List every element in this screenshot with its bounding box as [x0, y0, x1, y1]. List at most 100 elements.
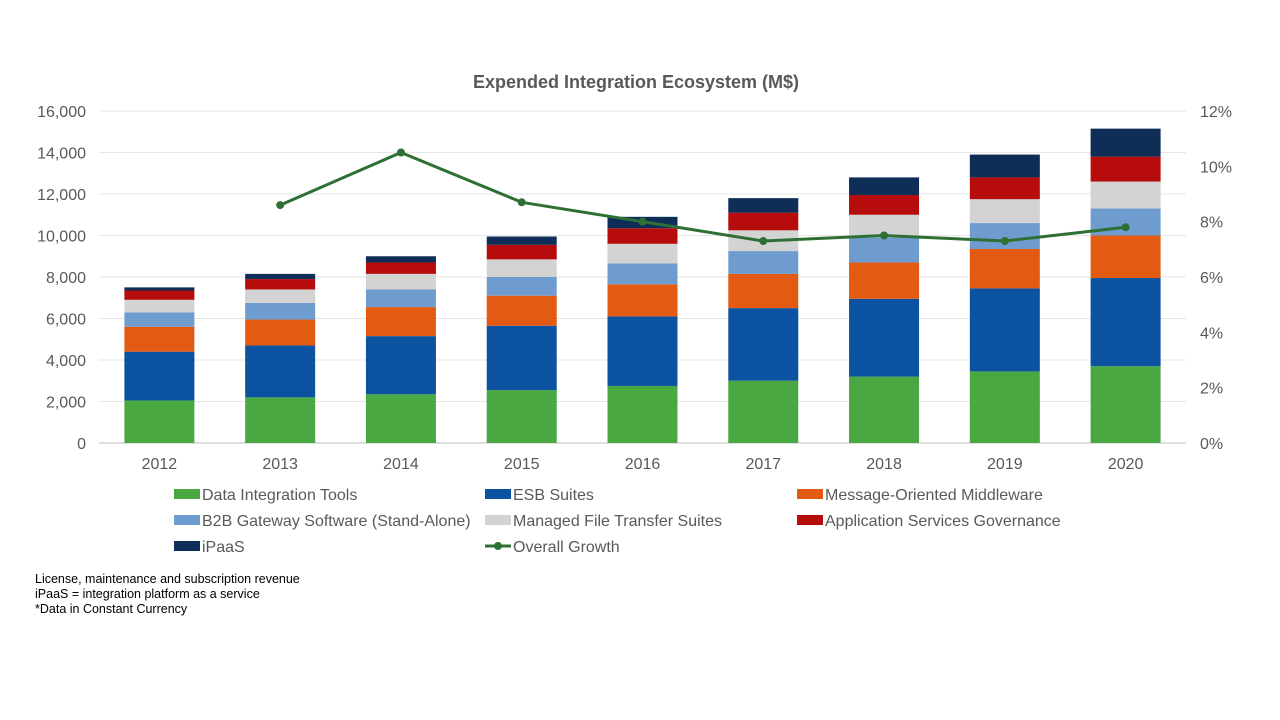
bar-segment-b2b-gateway-software-stand-alone-2012: [124, 312, 195, 327]
bar-segment-ipaas-2012: [124, 287, 195, 291]
bar-segment-message-oriented-middleware-2015: [486, 295, 557, 326]
x-axis-tick-label: 2020: [1108, 456, 1144, 473]
growth-point: [759, 237, 768, 246]
x-axis-tick-label: 2015: [504, 456, 540, 473]
legend: Data Integration Tools ESB Suites Message-…: [174, 487, 1061, 556]
bar-segment-esb-suites-2014: [365, 336, 436, 395]
bar-segment-data-integration-tools-2017: [728, 380, 799, 443]
bar-segment-application-services-governance-2017: [728, 212, 799, 231]
legend-line-marker: [494, 542, 502, 550]
bar-segment-b2b-gateway-software-stand-alone-2015: [486, 277, 557, 296]
legend-label: iPaaS: [202, 539, 245, 556]
legend-swatch: [797, 515, 823, 525]
bar-segment-application-services-governance-2018: [849, 195, 920, 215]
bar-segment-managed-file-transfer-suites-2019: [969, 199, 1040, 224]
legend-item: iPaaS: [174, 539, 245, 556]
bar-segment-application-services-governance-2015: [486, 244, 557, 260]
legend-label: Overall Growth: [513, 539, 620, 556]
left-axis-tick-label: 10,000: [37, 229, 86, 246]
bar-segment-managed-file-transfer-suites-2018: [849, 214, 920, 238]
right-axis-tick-label: 12%: [1200, 104, 1232, 121]
bar-segment-ipaas-2020: [1090, 128, 1161, 157]
legend-swatch: [174, 489, 200, 499]
bar-segment-application-services-governance-2019: [969, 177, 1040, 200]
legend-item: ESB Suites: [485, 487, 594, 504]
bar-segment-data-integration-tools-2012: [124, 400, 195, 443]
right-axis-tick-label: 10%: [1200, 159, 1232, 176]
bar-segment-managed-file-transfer-suites-2020: [1090, 181, 1161, 209]
bar-segment-ipaas-2015: [486, 236, 557, 245]
bar-segment-data-integration-tools-2020: [1090, 366, 1161, 443]
left-axis-tick-label: 2,000: [46, 395, 86, 412]
left-axis-tick-label: 16,000: [37, 104, 86, 121]
bar-segment-message-oriented-middleware-2013: [245, 319, 316, 346]
x-axis-ticks: 2012 2013 2014 2015 2016 2017 2018 2019 2020: [142, 456, 1144, 473]
left-axis-tick-label: 8,000: [46, 270, 86, 287]
bar-segment-data-integration-tools-2016: [607, 385, 678, 443]
legend-swatch: [174, 541, 200, 551]
bar-segment-b2b-gateway-software-stand-alone-2014: [365, 289, 436, 308]
x-axis-tick-label: 2014: [383, 456, 419, 473]
bar-segment-b2b-gateway-software-stand-alone-2017: [728, 251, 799, 274]
right-axis-tick-label: 8%: [1200, 215, 1223, 232]
legend-item: Message-Oriented Middleware: [797, 487, 1043, 504]
bar-segment-data-integration-tools-2013: [245, 397, 316, 443]
bar-segment-ipaas-2018: [849, 177, 920, 196]
legend-item: Overall Growth: [485, 539, 620, 556]
legend-label: B2B Gateway Software (Stand-Alone): [202, 513, 471, 530]
left-axis-tick-label: 14,000: [37, 146, 86, 163]
legend-swatch: [797, 489, 823, 499]
bar-segment-b2b-gateway-software-stand-alone-2018: [849, 237, 920, 263]
bar-segment-data-integration-tools-2014: [365, 394, 436, 443]
footnote-ipaas: iPaaS = integration platform as a servic…: [35, 587, 260, 601]
legend-label: Application Services Governance: [825, 513, 1061, 530]
x-axis-tick-label: 2016: [625, 456, 661, 473]
legend-item: Data Integration Tools: [174, 487, 357, 504]
footnote-license: License, maintenance and subscription re…: [35, 572, 300, 586]
bar-segment-ipaas-2014: [365, 256, 436, 263]
bar-segment-data-integration-tools-2018: [849, 376, 920, 443]
x-axis-tick-label: 2018: [866, 456, 902, 473]
left-axis-tick-label: 0: [77, 436, 86, 453]
growth-point: [517, 198, 526, 207]
left-axis-tick-label: 12,000: [37, 187, 86, 204]
right-axis-tick-label: 2%: [1200, 381, 1223, 398]
right-axis-ticks: 0% 2% 4% 6% 8% 10% 12%: [1200, 104, 1232, 453]
bar-segment-message-oriented-middleware-2014: [365, 307, 436, 337]
bar-segment-managed-file-transfer-suites-2016: [607, 243, 678, 264]
legend-item: Managed File Transfer Suites: [485, 513, 722, 530]
bar-segment-managed-file-transfer-suites-2012: [124, 299, 195, 313]
bar-segment-data-integration-tools-2019: [969, 371, 1040, 443]
footnotes: License, maintenance and subscription re…: [35, 572, 300, 617]
bar-segment-b2b-gateway-software-stand-alone-2019: [969, 223, 1040, 249]
legend-swatch: [485, 489, 511, 499]
legend-label: Managed File Transfer Suites: [513, 513, 722, 530]
legend-item: Application Services Governance: [797, 513, 1061, 530]
right-axis-tick-label: 0%: [1200, 436, 1223, 453]
legend-item: B2B Gateway Software (Stand-Alone): [174, 513, 471, 530]
bar-segment-message-oriented-middleware-2020: [1090, 235, 1161, 279]
bar-segment-esb-suites-2016: [607, 316, 678, 386]
growth-point: [638, 217, 647, 226]
bar-segment-message-oriented-middleware-2016: [607, 284, 678, 317]
bar-segment-esb-suites-2013: [245, 345, 316, 398]
bar-segment-esb-suites-2020: [1090, 278, 1161, 367]
x-axis-tick-label: 2019: [987, 456, 1023, 473]
bar-segment-esb-suites-2017: [728, 308, 799, 381]
bar-segment-managed-file-transfer-suites-2015: [486, 259, 557, 277]
growth-line: [276, 148, 1130, 246]
bar-segment-application-services-governance-2012: [124, 290, 195, 300]
legend-swatch: [485, 515, 511, 525]
legend-swatch: [174, 515, 200, 525]
bar-segment-esb-suites-2012: [124, 351, 195, 401]
bar-segment-esb-suites-2019: [969, 288, 1040, 372]
bar-segment-message-oriented-middleware-2012: [124, 326, 195, 352]
bar-segment-message-oriented-middleware-2019: [969, 248, 1040, 289]
bar-segment-ipaas-2013: [245, 273, 316, 280]
legend-label: ESB Suites: [513, 487, 594, 504]
bar-segment-b2b-gateway-software-stand-alone-2016: [607, 263, 678, 285]
left-axis-tick-label: 6,000: [46, 312, 86, 329]
bar-segment-message-oriented-middleware-2018: [849, 262, 920, 299]
x-axis-tick-label: 2012: [142, 456, 178, 473]
